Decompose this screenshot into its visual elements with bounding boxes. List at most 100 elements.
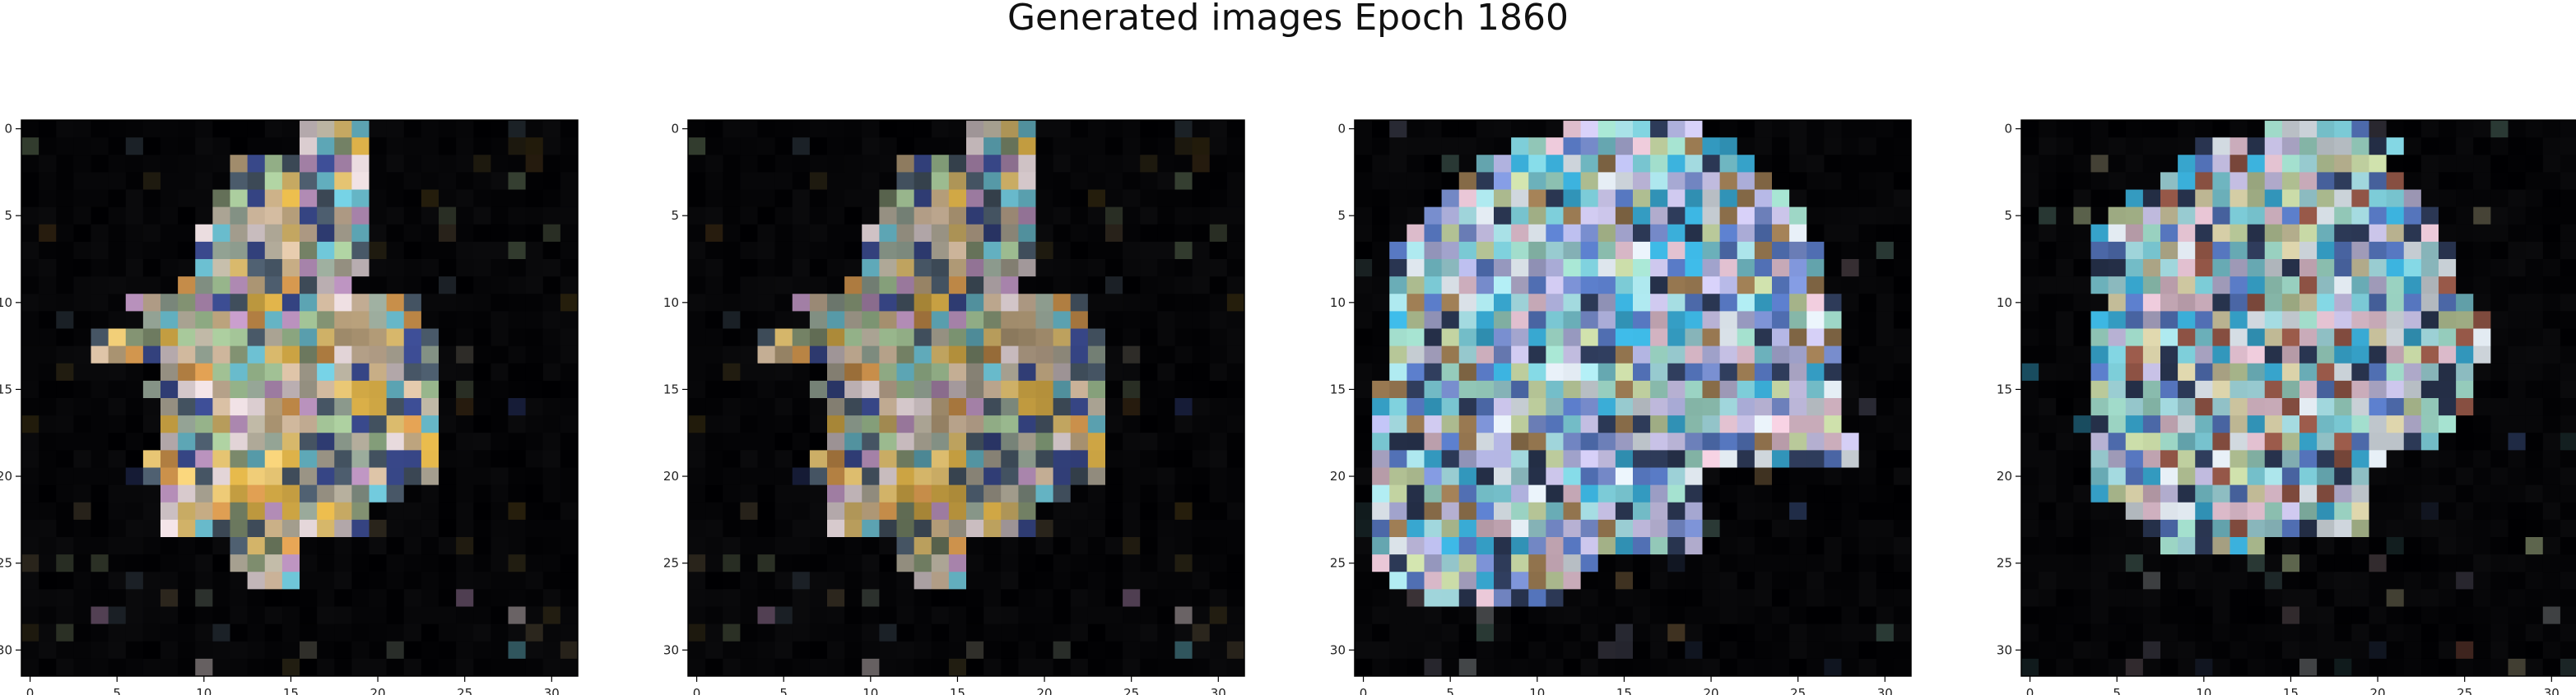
image-pixel bbox=[2230, 606, 2248, 625]
image-pixel bbox=[1806, 606, 1825, 625]
image-pixel bbox=[473, 155, 491, 173]
image-pixel bbox=[1018, 155, 1036, 173]
image-pixel bbox=[1580, 172, 1599, 190]
image-pixel bbox=[56, 484, 74, 503]
image-pixel bbox=[896, 554, 915, 572]
image-pixel bbox=[1105, 433, 1123, 451]
image-pixel bbox=[2369, 450, 2388, 468]
image-pixel bbox=[1528, 206, 1546, 225]
image-pixel bbox=[2456, 623, 2474, 642]
image-pixel bbox=[230, 276, 249, 294]
image-pixel bbox=[2351, 623, 2369, 642]
image-pixel bbox=[688, 589, 706, 607]
image-pixel bbox=[525, 606, 544, 625]
image-pixel bbox=[108, 519, 127, 538]
image-pixel bbox=[1702, 641, 1721, 660]
image-pixel bbox=[1123, 502, 1141, 521]
image-pixel bbox=[1772, 537, 1790, 555]
image-pixel bbox=[966, 398, 984, 416]
image-pixel bbox=[1511, 467, 1529, 486]
image-pixel bbox=[1407, 224, 1425, 243]
image-pixel bbox=[862, 589, 880, 607]
x-tick-label: 15 bbox=[2283, 686, 2299, 695]
image-pixel bbox=[281, 415, 300, 433]
image-pixel bbox=[827, 276, 845, 294]
image-pixel bbox=[73, 467, 91, 486]
image-pixel bbox=[1174, 658, 1193, 677]
image-pixel bbox=[688, 572, 706, 590]
image-pixel bbox=[212, 658, 230, 677]
image-pixel bbox=[456, 537, 474, 555]
image-pixel bbox=[2560, 276, 2576, 294]
image-pixel bbox=[1702, 502, 1721, 521]
image-pixel bbox=[1053, 467, 1072, 486]
image-pixel bbox=[2473, 658, 2491, 677]
image-pixel bbox=[281, 519, 300, 538]
image-pixel bbox=[334, 120, 352, 138]
image-pixel bbox=[178, 467, 196, 486]
image-pixel bbox=[456, 155, 474, 173]
image-pixel bbox=[2039, 658, 2057, 677]
image-pixel bbox=[560, 189, 579, 208]
image-pixel bbox=[2073, 606, 2091, 625]
image-pixel bbox=[2386, 276, 2405, 294]
image-pixel bbox=[39, 450, 57, 468]
image-pixel bbox=[1087, 380, 1106, 399]
image-pixel bbox=[1140, 502, 1158, 521]
image-pixel bbox=[2178, 398, 2196, 416]
image-pixel bbox=[2142, 172, 2161, 190]
image-pixel bbox=[351, 380, 370, 399]
image-pixel bbox=[1174, 172, 1193, 190]
image-pixel bbox=[2351, 589, 2369, 607]
image-pixel bbox=[1615, 398, 1634, 416]
image-pixel bbox=[1858, 189, 1877, 208]
image-pixel bbox=[2108, 572, 2127, 590]
image-pixel bbox=[757, 241, 776, 260]
image-pixel bbox=[1123, 363, 1141, 382]
image-pixel bbox=[2508, 519, 2527, 538]
image-pixel bbox=[1719, 206, 1738, 225]
image-pixel bbox=[1511, 294, 1529, 312]
image-pixel bbox=[2525, 328, 2544, 347]
image-pixel bbox=[1389, 519, 1407, 538]
image-pixel bbox=[1858, 137, 1877, 155]
image-pixel bbox=[1754, 311, 1773, 329]
image-pixel bbox=[178, 502, 196, 521]
image-pixel bbox=[2456, 311, 2474, 329]
image-pixel bbox=[230, 433, 249, 451]
image-pixel bbox=[2212, 433, 2230, 451]
image-pixel bbox=[2299, 589, 2318, 607]
image-pixel bbox=[21, 623, 40, 642]
image-pixel bbox=[281, 502, 300, 521]
image-pixel bbox=[1105, 641, 1123, 660]
y-tick-label: 15 bbox=[1997, 382, 2012, 396]
image-pixel bbox=[1105, 189, 1123, 208]
image-pixel bbox=[948, 641, 967, 660]
x-tick-label: 25 bbox=[457, 686, 472, 695]
image-pixel bbox=[542, 658, 561, 677]
image-pixel bbox=[1824, 484, 1842, 503]
image-pixel bbox=[1018, 224, 1036, 243]
image-pixel bbox=[1035, 606, 1054, 625]
image-pixel bbox=[948, 554, 967, 572]
image-pixel bbox=[2090, 363, 2109, 382]
image-pixel bbox=[264, 658, 283, 677]
image-pixel bbox=[2142, 224, 2161, 243]
image-pixel bbox=[1441, 606, 1460, 625]
image-pixel bbox=[2542, 224, 2561, 243]
image-pixel bbox=[491, 363, 509, 382]
image-pixel bbox=[2386, 294, 2405, 312]
image-pixel bbox=[2508, 641, 2527, 660]
image-pixel bbox=[386, 206, 405, 225]
image-pixel bbox=[2108, 224, 2127, 243]
image-pixel bbox=[2456, 484, 2474, 503]
image-pixel bbox=[844, 137, 863, 155]
image-pixel bbox=[2160, 311, 2178, 329]
image-pixel bbox=[2456, 363, 2474, 382]
image-pixel bbox=[1105, 294, 1123, 312]
image-pixel bbox=[142, 137, 161, 155]
image-pixel bbox=[2090, 120, 2109, 138]
image-pixel bbox=[1719, 259, 1738, 277]
image-pixel bbox=[1458, 398, 1477, 416]
